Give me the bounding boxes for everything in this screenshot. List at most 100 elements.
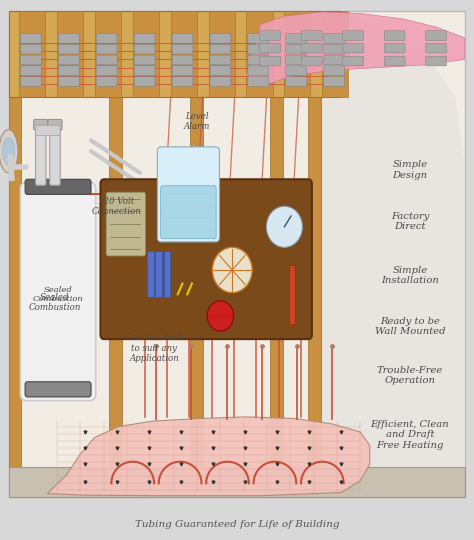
FancyBboxPatch shape bbox=[248, 55, 269, 65]
Text: Factory
Direct: Factory Direct bbox=[391, 212, 429, 231]
FancyBboxPatch shape bbox=[324, 55, 345, 65]
Bar bbox=[270, 97, 283, 497]
FancyBboxPatch shape bbox=[324, 66, 345, 76]
FancyBboxPatch shape bbox=[25, 179, 91, 194]
FancyBboxPatch shape bbox=[58, 55, 79, 65]
Text: Tubing Guaranteed for Life of Building: Tubing Guaranteed for Life of Building bbox=[135, 521, 339, 529]
Bar bbox=[9, 97, 21, 497]
FancyBboxPatch shape bbox=[210, 77, 231, 86]
FancyBboxPatch shape bbox=[260, 43, 281, 53]
FancyBboxPatch shape bbox=[384, 31, 405, 40]
Circle shape bbox=[212, 247, 252, 293]
Bar bbox=[19, 11, 45, 97]
FancyBboxPatch shape bbox=[48, 119, 62, 130]
Bar bbox=[190, 97, 203, 497]
FancyBboxPatch shape bbox=[36, 125, 60, 136]
Text: 120 Volt
Connection: 120 Volt Connection bbox=[91, 197, 141, 216]
Bar bbox=[289, 265, 295, 324]
FancyBboxPatch shape bbox=[210, 55, 231, 65]
Bar bbox=[284, 11, 310, 97]
FancyBboxPatch shape bbox=[134, 66, 155, 76]
FancyBboxPatch shape bbox=[210, 33, 231, 43]
FancyBboxPatch shape bbox=[20, 55, 41, 65]
FancyBboxPatch shape bbox=[286, 55, 307, 65]
Polygon shape bbox=[47, 417, 370, 496]
FancyBboxPatch shape bbox=[134, 77, 155, 86]
FancyBboxPatch shape bbox=[172, 33, 193, 43]
FancyBboxPatch shape bbox=[343, 43, 364, 53]
FancyBboxPatch shape bbox=[34, 119, 48, 130]
Bar bbox=[9, 467, 465, 497]
Bar bbox=[308, 97, 321, 497]
FancyBboxPatch shape bbox=[172, 44, 193, 54]
FancyBboxPatch shape bbox=[96, 44, 117, 54]
FancyBboxPatch shape bbox=[96, 77, 117, 86]
FancyBboxPatch shape bbox=[172, 55, 193, 65]
FancyBboxPatch shape bbox=[36, 123, 46, 185]
FancyBboxPatch shape bbox=[286, 77, 307, 86]
FancyBboxPatch shape bbox=[248, 77, 269, 86]
FancyBboxPatch shape bbox=[248, 33, 269, 43]
Text: Trouble-Free
Operation: Trouble-Free Operation bbox=[377, 366, 443, 385]
FancyBboxPatch shape bbox=[96, 66, 117, 76]
Ellipse shape bbox=[2, 138, 14, 165]
Text: Sealed
Combustion: Sealed Combustion bbox=[28, 293, 81, 312]
Bar bbox=[155, 251, 162, 297]
Bar bbox=[133, 11, 159, 97]
FancyBboxPatch shape bbox=[106, 192, 146, 256]
FancyBboxPatch shape bbox=[172, 77, 193, 86]
FancyBboxPatch shape bbox=[248, 66, 269, 76]
Text: Level
Alarm: Level Alarm bbox=[183, 112, 210, 131]
Ellipse shape bbox=[0, 130, 18, 173]
Bar bbox=[147, 251, 154, 297]
Bar bbox=[246, 11, 273, 97]
FancyBboxPatch shape bbox=[324, 44, 345, 54]
FancyBboxPatch shape bbox=[324, 33, 345, 43]
FancyBboxPatch shape bbox=[20, 77, 41, 86]
Bar bbox=[95, 11, 121, 97]
FancyBboxPatch shape bbox=[426, 56, 447, 66]
FancyBboxPatch shape bbox=[286, 66, 307, 76]
FancyBboxPatch shape bbox=[100, 179, 312, 339]
Text: Sealed
Combustion: Sealed Combustion bbox=[32, 286, 83, 303]
FancyBboxPatch shape bbox=[20, 183, 96, 401]
FancyBboxPatch shape bbox=[426, 43, 447, 53]
FancyBboxPatch shape bbox=[172, 66, 193, 76]
FancyBboxPatch shape bbox=[25, 382, 91, 397]
Bar bbox=[9, 11, 341, 97]
FancyBboxPatch shape bbox=[286, 44, 307, 54]
FancyBboxPatch shape bbox=[20, 44, 41, 54]
FancyBboxPatch shape bbox=[96, 55, 117, 65]
Bar bbox=[209, 11, 235, 97]
Bar bbox=[57, 11, 83, 97]
FancyBboxPatch shape bbox=[58, 44, 79, 54]
FancyBboxPatch shape bbox=[384, 43, 405, 53]
FancyBboxPatch shape bbox=[426, 31, 447, 40]
FancyBboxPatch shape bbox=[58, 66, 79, 76]
Polygon shape bbox=[318, 11, 465, 486]
FancyBboxPatch shape bbox=[260, 31, 281, 40]
FancyBboxPatch shape bbox=[161, 186, 216, 239]
FancyBboxPatch shape bbox=[248, 44, 269, 54]
Bar bbox=[322, 11, 348, 97]
Polygon shape bbox=[246, 12, 465, 86]
FancyBboxPatch shape bbox=[20, 66, 41, 76]
FancyBboxPatch shape bbox=[286, 33, 307, 43]
Text: Simple
Design: Simple Design bbox=[392, 160, 428, 180]
FancyBboxPatch shape bbox=[134, 33, 155, 43]
FancyBboxPatch shape bbox=[20, 33, 41, 43]
Circle shape bbox=[207, 301, 234, 331]
FancyBboxPatch shape bbox=[301, 43, 322, 53]
FancyBboxPatch shape bbox=[301, 56, 322, 66]
FancyBboxPatch shape bbox=[58, 77, 79, 86]
FancyBboxPatch shape bbox=[134, 55, 155, 65]
FancyBboxPatch shape bbox=[210, 66, 231, 76]
Text: Efficient, Clean
and Draft
Free Heating: Efficient, Clean and Draft Free Heating bbox=[371, 420, 449, 450]
Text: Ready to be
Wall Mounted: Ready to be Wall Mounted bbox=[375, 317, 445, 336]
FancyBboxPatch shape bbox=[324, 77, 345, 86]
Bar bbox=[171, 11, 197, 97]
Text: Custom Built
to suit any
Application: Custom Built to suit any Application bbox=[126, 333, 182, 363]
Circle shape bbox=[266, 206, 302, 247]
FancyBboxPatch shape bbox=[157, 147, 219, 242]
FancyBboxPatch shape bbox=[343, 31, 364, 40]
